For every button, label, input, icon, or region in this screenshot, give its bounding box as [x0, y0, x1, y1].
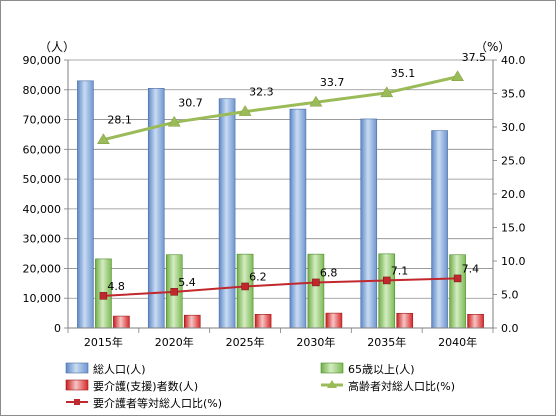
bar-care-required	[113, 315, 130, 329]
right-tick-label: 5.0	[501, 289, 519, 302]
left-tick-label: 80,000	[23, 84, 62, 97]
data-label-elderly-ratio: 35.1	[391, 67, 416, 80]
data-label-care-ratio: 7.1	[391, 264, 409, 277]
data-label-care-ratio: 6.2	[249, 270, 266, 283]
left-tick-label: 20,000	[23, 262, 62, 275]
left-tick-label: 40,000	[23, 203, 62, 216]
right-tick-label: 30.0	[501, 121, 526, 134]
data-label-care-ratio: 6.8	[320, 266, 338, 279]
right-tick-label: 25.0	[501, 155, 526, 168]
left-tick-label: 60,000	[23, 143, 62, 156]
marker-elderly-ratio	[96, 133, 110, 144]
data-label-elderly-ratio: 28.1	[107, 114, 131, 127]
x-tick-label: 2025年	[226, 335, 265, 349]
marker-care-ratio	[170, 288, 178, 296]
data-label-care-ratio: 4.8	[107, 280, 125, 293]
left-tick-label: 50,000	[23, 173, 62, 186]
legend-label: 総人口(人)	[93, 362, 146, 376]
left-tick-label: 70,000	[23, 114, 62, 127]
bar-total-population	[77, 80, 94, 329]
bar-care-required	[396, 312, 414, 329]
x-tick-label: 2020年	[155, 335, 194, 349]
left-tick-label: 0	[54, 322, 61, 335]
left-tick-label: 10,000	[23, 292, 62, 305]
bar-age65-plus	[307, 253, 325, 329]
left-axis-unit: （人）	[39, 40, 75, 54]
data-label-elderly-ratio: 30.7	[178, 96, 203, 109]
marker-elderly-ratio	[167, 115, 181, 127]
right-tick-label: 15.0	[501, 222, 526, 235]
x-tick-label: 2030年	[296, 335, 335, 349]
marker-care-ratio	[99, 292, 108, 300]
bar-total-population	[431, 130, 448, 329]
legend-label: 要介護者等対総人口比(%)	[93, 396, 222, 410]
marker-elderly-ratio	[238, 105, 252, 116]
bar-total-population	[289, 108, 307, 329]
x-tick-label: 2015年	[84, 335, 123, 349]
line-elderly-ratio	[103, 75, 458, 142]
bar-total-population	[360, 118, 378, 329]
bar-care-required	[254, 314, 272, 329]
legend-label: 65歳以上(人)	[348, 363, 415, 376]
bar-care-required	[325, 312, 343, 329]
right-tick-label: 35.0	[501, 88, 526, 101]
x-tick-label: 2035年	[367, 335, 406, 349]
right-tick-label: 20.0	[501, 188, 526, 201]
marker-elderly-ratio	[451, 70, 465, 81]
left-tick-label: 30,000	[23, 233, 62, 246]
legend-marker	[74, 399, 80, 405]
right-tick-label: 0.0	[501, 322, 519, 335]
right-axis-unit: （%）	[475, 40, 510, 54]
right-tick-label: 10.0	[501, 255, 526, 268]
legend-swatch	[320, 362, 344, 374]
legend-marker	[327, 380, 337, 388]
data-label-care-ratio: 5.4	[178, 276, 196, 289]
bar-age65-plus	[236, 253, 254, 329]
data-label-elderly-ratio: 32.3	[249, 86, 273, 99]
bar-total-population	[218, 98, 236, 329]
line-care-ratio	[103, 277, 458, 297]
legend-swatch	[65, 379, 89, 391]
legend-swatch	[65, 362, 89, 374]
marker-care-ratio	[241, 282, 249, 291]
marker-care-ratio	[383, 276, 391, 285]
marker-care-ratio	[453, 274, 462, 283]
legend-label: 高齢者対総人口比(%)	[348, 379, 455, 393]
legend-label: 要介護(支援)者数(人)	[93, 379, 198, 393]
left-tick-label: 90,000	[23, 54, 62, 67]
data-label-care-ratio: 7.4	[462, 262, 480, 275]
marker-elderly-ratio	[309, 95, 323, 107]
data-label-elderly-ratio: 37.5	[462, 51, 487, 64]
right-tick-label: 40.0	[501, 54, 526, 67]
data-label-elderly-ratio: 33.7	[320, 76, 345, 89]
marker-care-ratio	[312, 278, 320, 287]
marker-elderly-ratio	[380, 86, 394, 98]
x-tick-label: 2040年	[438, 335, 477, 349]
bar-care-required	[467, 314, 484, 329]
bar-care-required	[183, 314, 201, 329]
